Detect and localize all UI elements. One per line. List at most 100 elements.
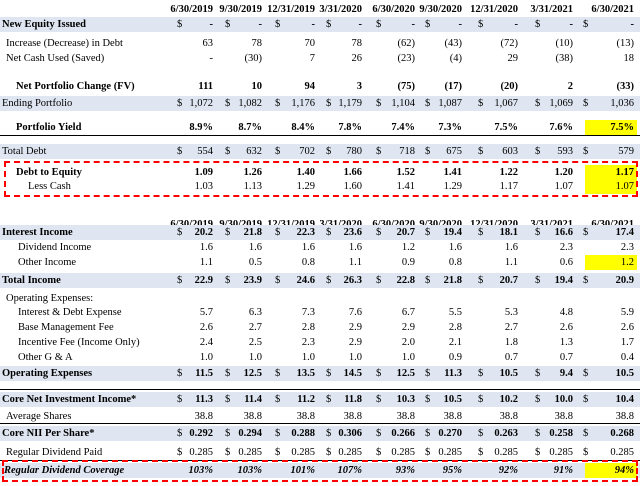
average-shares-value-12/31/2019: 38.8: [296, 411, 315, 422]
regular-dividend-paid-value-6/30/2020: 0.285: [391, 447, 415, 458]
table1-header-7: 3/31/2021: [530, 4, 573, 15]
interest-debt-expense-value-12/31/2020: 5.3: [504, 307, 518, 318]
ending-portfolio-value-6/30/2021: 1,036: [610, 98, 634, 109]
regular-dividend-paid-row: Regular Dividend Paid $0.285 $0.285 $0.285 $…: [0, 446, 640, 460]
incentive-fee-label: Incentive Fee (Income Only): [18, 337, 140, 348]
ending-portfolio-value-6/30/2020: 1,104: [391, 98, 415, 109]
ending-portfolio-row: Ending Portfolio $1,072 $1,082 $1,176 $1,179…: [0, 97, 640, 111]
ending-portfolio-value-9/30/2020: 1,087: [438, 98, 462, 109]
increase-in-debt-value-12/31/2020: (72): [500, 38, 519, 49]
total-debt-value-3/31/2020: 780: [346, 146, 362, 157]
interest-income-value-3/31/2020: 23.6: [343, 227, 362, 238]
regular-dividend-paid-value-9/30/2019: 0.285: [238, 447, 262, 458]
table1-header-0: 6/30/2019: [170, 4, 213, 15]
new-equity-issued-value-9/30/2019: -: [258, 19, 263, 30]
operating-expenses-value-12/31/2019: 13.5: [296, 368, 315, 379]
operating-expenses-value-9/30/2019: 12.5: [243, 368, 262, 379]
other-income-value-6/30/2019: 1.1: [199, 257, 213, 268]
net-portfolio-change-value-12/31/2019: 94: [304, 81, 316, 92]
operating-expenses-currency: $: [376, 368, 382, 379]
interest-income-currency: $: [535, 227, 541, 238]
base-management-fee-value-6/30/2020: 2.9: [401, 322, 415, 333]
new-equity-issued-currency: $: [326, 19, 332, 30]
base-management-fee-row: Base Management Fee 2.6 2.7 2.8 2.9 2.9 2.8 2.7…: [0, 321, 640, 335]
average-shares-value-9/30/2019: 38.8: [243, 411, 262, 422]
average-shares-value-3/31/2020: 38.8: [343, 411, 362, 422]
operating-expenses-header-label: Operating Expenses:: [6, 293, 94, 304]
increase-in-debt-value-6/30/2021: (13): [616, 38, 635, 49]
regular-dividend-paid-value-12/31/2020: 0.285: [494, 447, 518, 458]
portfolio-yield-value-12/31/2020: 7.5%: [494, 122, 518, 133]
interest-debt-expense-value-6/30/2019: 5.7: [199, 307, 213, 318]
dividend-income-value-3/31/2020: 1.6: [348, 242, 362, 253]
ending-portfolio-value-3/31/2021: 1,069: [549, 98, 573, 109]
base-management-fee-value-6/30/2019: 2.6: [199, 322, 213, 333]
less-cash-label: Less Cash: [28, 181, 71, 192]
row-divider: [0, 423, 640, 424]
core-nii-per-share-currency: $: [177, 428, 183, 439]
total-income-currency: $: [535, 275, 541, 286]
ending-portfolio-currency: $: [376, 98, 382, 109]
net-cash-used-row: Net Cash Used (Saved) - (30) 7 26 (23) (4) 29 (3…: [0, 52, 640, 66]
less-cash-value-9/30/2020: 1.29: [443, 181, 462, 192]
interest-income-shade: [0, 225, 640, 240]
portfolio-yield-value-9/30/2020: 7.3%: [438, 122, 462, 133]
regular-dividend-coverage-shade: [0, 463, 640, 478]
total-income-currency: $: [425, 275, 431, 286]
less-cash-value-9/30/2019: 1.13: [243, 181, 262, 192]
other-g-a-value-6/30/2020: 1.0: [401, 352, 415, 363]
interest-income-value-6/30/2019: 20.2: [194, 227, 213, 238]
net-portfolio-change-label: Net Portfolio Change (FV): [16, 81, 135, 92]
interest-income-value-6/30/2021: 17.4: [615, 227, 634, 238]
debt-to-equity-value-3/31/2020: 1.66: [343, 167, 362, 178]
core-net-investment-income-value-3/31/2020: 11.8: [344, 394, 362, 405]
total-income-value-12/31/2020: 20.7: [499, 275, 518, 286]
increase-in-debt-value-12/31/2019: 70: [304, 38, 316, 49]
core-net-investment-income-value-6/30/2019: 11.3: [195, 394, 213, 405]
interest-income-currency: $: [275, 227, 281, 238]
core-net-investment-income-currency: $: [225, 394, 231, 405]
net-cash-used-value-12/31/2020: 29: [507, 53, 519, 64]
interest-income-row: Interest Income $20.2 $21.8 $22.3 $23.6 $20.7…: [0, 226, 640, 240]
dividend-income-row: Dividend Income 1.6 1.6 1.6 1.6 1.2 1.6 1.6 2.3 2…: [0, 241, 640, 255]
regular-dividend-coverage-value-3/31/2021: 91%: [553, 465, 573, 476]
base-management-fee-value-9/30/2019: 2.7: [248, 322, 262, 333]
interest-income-value-3/31/2021: 16.6: [554, 227, 573, 238]
net-cash-used-value-9/30/2019: (30): [244, 53, 263, 64]
core-net-investment-income-label: Core Net Investment Income*: [2, 394, 137, 405]
interest-income-value-12/31/2020: 18.1: [499, 227, 518, 238]
other-g-a-value-12/31/2019: 1.0: [301, 352, 315, 363]
core-nii-per-share-value-3/31/2021: 0.258: [549, 428, 573, 439]
total-debt-currency: $: [376, 146, 382, 157]
total-income-value-6/30/2021: 20.9: [615, 275, 634, 286]
new-equity-issued-currency: $: [478, 19, 484, 30]
less-cash-highlight: [585, 179, 637, 194]
debt-to-equity-value-6/30/2020: 1.52: [396, 167, 415, 178]
portfolio-yield-row: Portfolio Yield 8.9% 8.7% 8.4% 7.8% 7.4% 7.3% 7…: [0, 121, 640, 135]
core-net-investment-income-value-6/30/2021: 10.4: [615, 394, 634, 405]
ending-portfolio-currency: $: [225, 98, 231, 109]
total-income-label: Total Income: [2, 275, 61, 286]
ending-portfolio-currency: $: [275, 98, 281, 109]
operating-expenses-value-3/31/2021: 9.4: [559, 368, 573, 379]
ending-portfolio-value-9/30/2019: 1,082: [238, 98, 262, 109]
regular-dividend-paid-currency: $: [535, 447, 541, 458]
net-cash-used-value-3/31/2020: 26: [351, 53, 363, 64]
total-debt-currency: $: [583, 146, 589, 157]
other-g-a-value-6/30/2019: 1.0: [199, 352, 213, 363]
regular-dividend-paid-value-12/31/2019: 0.285: [291, 447, 315, 458]
base-management-fee-value-6/30/2021: 2.6: [620, 322, 634, 333]
net-cash-used-value-6/30/2020: (23): [397, 53, 416, 64]
base-management-fee-value-3/31/2021: 2.6: [559, 322, 573, 333]
table2-header-1: 9/30/2019: [219, 218, 262, 232]
core-net-investment-income-currency: $: [326, 394, 332, 405]
interest-income-currency: $: [478, 227, 484, 238]
regular-dividend-paid-currency: $: [425, 447, 431, 458]
core-nii-per-share-value-6/30/2019: 0.292: [189, 428, 213, 439]
portfolio-yield-value-3/31/2021: 7.6%: [549, 122, 573, 133]
other-g-a-value-3/31/2020: 1.0: [348, 352, 362, 363]
operating-expenses-currency: $: [535, 368, 541, 379]
new-equity-issued-value-12/31/2020: -: [514, 19, 519, 30]
new-equity-issued-shade: [0, 17, 640, 32]
ending-portfolio-currency: $: [583, 98, 589, 109]
